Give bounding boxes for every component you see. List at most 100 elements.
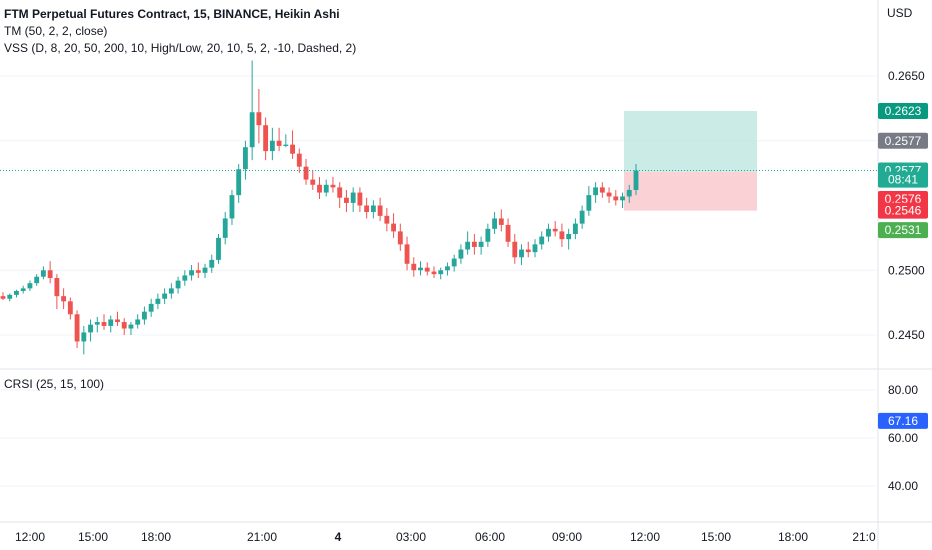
candle-body: [525, 249, 531, 253]
candle-body: [593, 187, 599, 196]
candle-body: [209, 259, 215, 268]
time-tick-label: 21:0: [852, 530, 876, 544]
candle-body: [222, 218, 228, 238]
currency-label[interactable]: USD: [887, 6, 913, 20]
price-tick-label: 0.2450: [888, 328, 925, 342]
candle-body: [54, 278, 60, 297]
candle-body: [0, 296, 6, 299]
candle-body: [88, 324, 93, 333]
candle-body: [269, 140, 275, 152]
crsi-tick-label: 80.00: [888, 383, 918, 397]
candle-body: [397, 231, 403, 245]
tm-indicator-legend[interactable]: TM (50, 2, 2, close): [4, 24, 108, 38]
candle-body: [337, 187, 343, 198]
candle-body: [216, 237, 221, 260]
candle-body: [34, 276, 40, 284]
candle-body: [121, 322, 127, 329]
crsi-indicator-legend[interactable]: CRSI (25, 15, 100): [4, 377, 105, 391]
candle-body: [599, 187, 605, 193]
candle-body: [532, 244, 538, 253]
candle-body: [182, 275, 188, 281]
candle-body: [357, 192, 363, 206]
candle-body: [512, 241, 518, 258]
candle-body: [61, 296, 67, 302]
candle-body: [94, 322, 100, 325]
candle-body: [162, 293, 168, 299]
candle-body: [175, 280, 181, 289]
price-badge-label: 0.2546: [885, 204, 922, 218]
candle-body: [620, 196, 625, 201]
candle-body: [546, 228, 551, 237]
candle-body: [579, 210, 585, 224]
time-tick-label: 12:00: [15, 530, 45, 544]
crsi-tick-label: 60.00: [888, 431, 918, 445]
candle-body: [424, 267, 430, 272]
time-tick-label: 15:00: [78, 530, 108, 544]
candle-body: [283, 144, 289, 146]
candle-body: [344, 197, 349, 203]
candle-body: [458, 249, 464, 259]
candle-body: [626, 189, 632, 197]
price-badge-label: 0.2576: [885, 192, 922, 206]
price-badge-label: 0.2577: [885, 134, 922, 148]
candle-body: [20, 288, 26, 291]
time-tick-label: 18:00: [141, 530, 171, 544]
price-badge: [878, 132, 928, 149]
candle-body: [519, 249, 524, 258]
target-zone: [624, 110, 757, 172]
candle-body: [47, 270, 53, 279]
candle-body: [465, 241, 471, 250]
price-badge: [878, 171, 928, 188]
candle-body: [498, 218, 504, 225]
candle-body: [249, 112, 255, 148]
crsi-tick-label: 40.00: [888, 479, 918, 493]
candle-body: [391, 223, 396, 232]
time-tick-label: 4: [335, 530, 342, 544]
candle-body: [438, 270, 444, 275]
candle-body: [323, 184, 329, 193]
candle-body: [377, 205, 383, 216]
candle-body: [189, 270, 194, 276]
stop-zone: [624, 171, 757, 211]
price-badge: [878, 222, 928, 239]
time-tick-label: 12:00: [630, 530, 660, 544]
candle-body: [202, 267, 208, 273]
candle-body: [445, 266, 450, 271]
candle-body: [330, 184, 336, 188]
vss-indicator-legend[interactable]: VSS (D, 8, 20, 50, 200, 10, High/Low, 20…: [4, 41, 357, 55]
crsi-value-badge: [878, 412, 928, 429]
candle-body: [492, 218, 498, 229]
candle-body: [572, 223, 578, 234]
candle-body: [485, 228, 491, 242]
candle-body: [384, 215, 390, 224]
candle-body: [350, 192, 356, 203]
candle-body: [296, 153, 302, 167]
candle-body: [566, 233, 572, 240]
candle-body: [243, 147, 248, 170]
candle-body: [115, 319, 120, 323]
time-tick-label: 03:00: [396, 530, 426, 544]
time-tick-label: 18:00: [778, 530, 808, 544]
crsi-value-label: 67.16: [888, 414, 918, 428]
candle-body: [404, 244, 410, 264]
candle-body: [108, 319, 114, 326]
candle-body: [141, 311, 147, 320]
candle-body: [559, 231, 565, 240]
candle-body: [411, 263, 417, 271]
candle-body: [236, 169, 242, 196]
candle-body: [613, 196, 619, 201]
candle-body: [310, 179, 316, 185]
candle-body: [290, 144, 295, 154]
candle-body: [256, 112, 262, 126]
candle-body: [431, 271, 437, 275]
candle-body: [81, 332, 87, 342]
candle-body: [471, 241, 477, 247]
time-tick-label: 15:00: [701, 530, 731, 544]
candle-body: [40, 270, 46, 277]
candle-body: [101, 322, 107, 326]
candle-body: [505, 224, 511, 242]
candle-body: [67, 301, 73, 315]
candle-body: [303, 166, 309, 180]
candle-body: [586, 195, 592, 211]
